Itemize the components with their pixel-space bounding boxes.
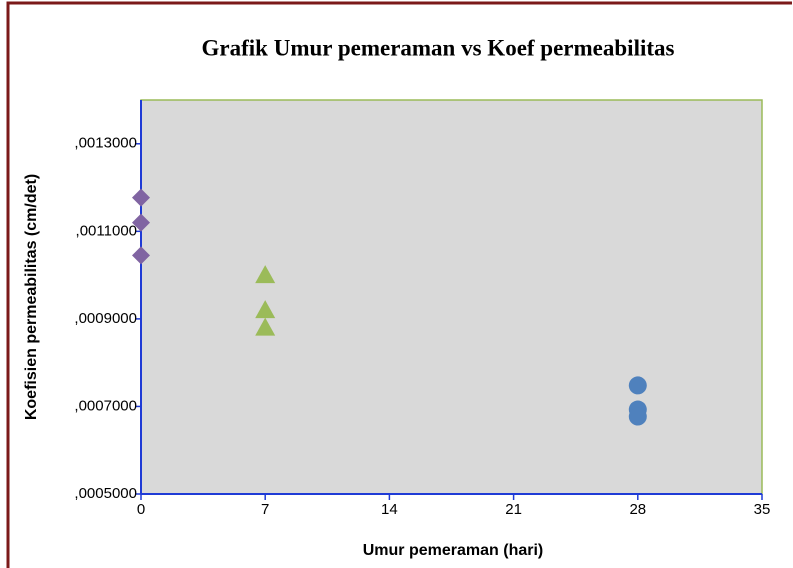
frame (6, 1, 792, 568)
point (255, 265, 276, 284)
x-tick-label: 14 (381, 501, 398, 518)
x-tick-label: 21 (505, 501, 522, 518)
x-tick-label: 7 (261, 501, 269, 518)
x-tick-label: 35 (754, 501, 771, 518)
point (255, 317, 276, 336)
y-tick-label: ,0011000 (76, 222, 137, 239)
y-tick-label: ,0005000 (74, 485, 137, 502)
y-tick-label: ,0007000 (74, 397, 137, 414)
x-axis-title: Umur pemeraman (hari) (363, 542, 544, 559)
x-tick-label: 28 (629, 501, 646, 518)
point (132, 246, 150, 265)
point (628, 407, 647, 426)
x-tick-label: 0 (137, 501, 145, 518)
y-axis-title: Koefisien permeabilitas (cm/det) (23, 174, 40, 420)
y-tick-label: ,0013000 (74, 135, 137, 152)
point (255, 300, 276, 319)
point (132, 188, 150, 207)
point (628, 376, 647, 395)
point (132, 213, 150, 232)
chart-title: Grafik Umur pemeraman vs Koef permeabili… (202, 35, 675, 60)
plot-area (140, 99, 763, 495)
y-tick-label: ,0009000 (74, 310, 137, 327)
